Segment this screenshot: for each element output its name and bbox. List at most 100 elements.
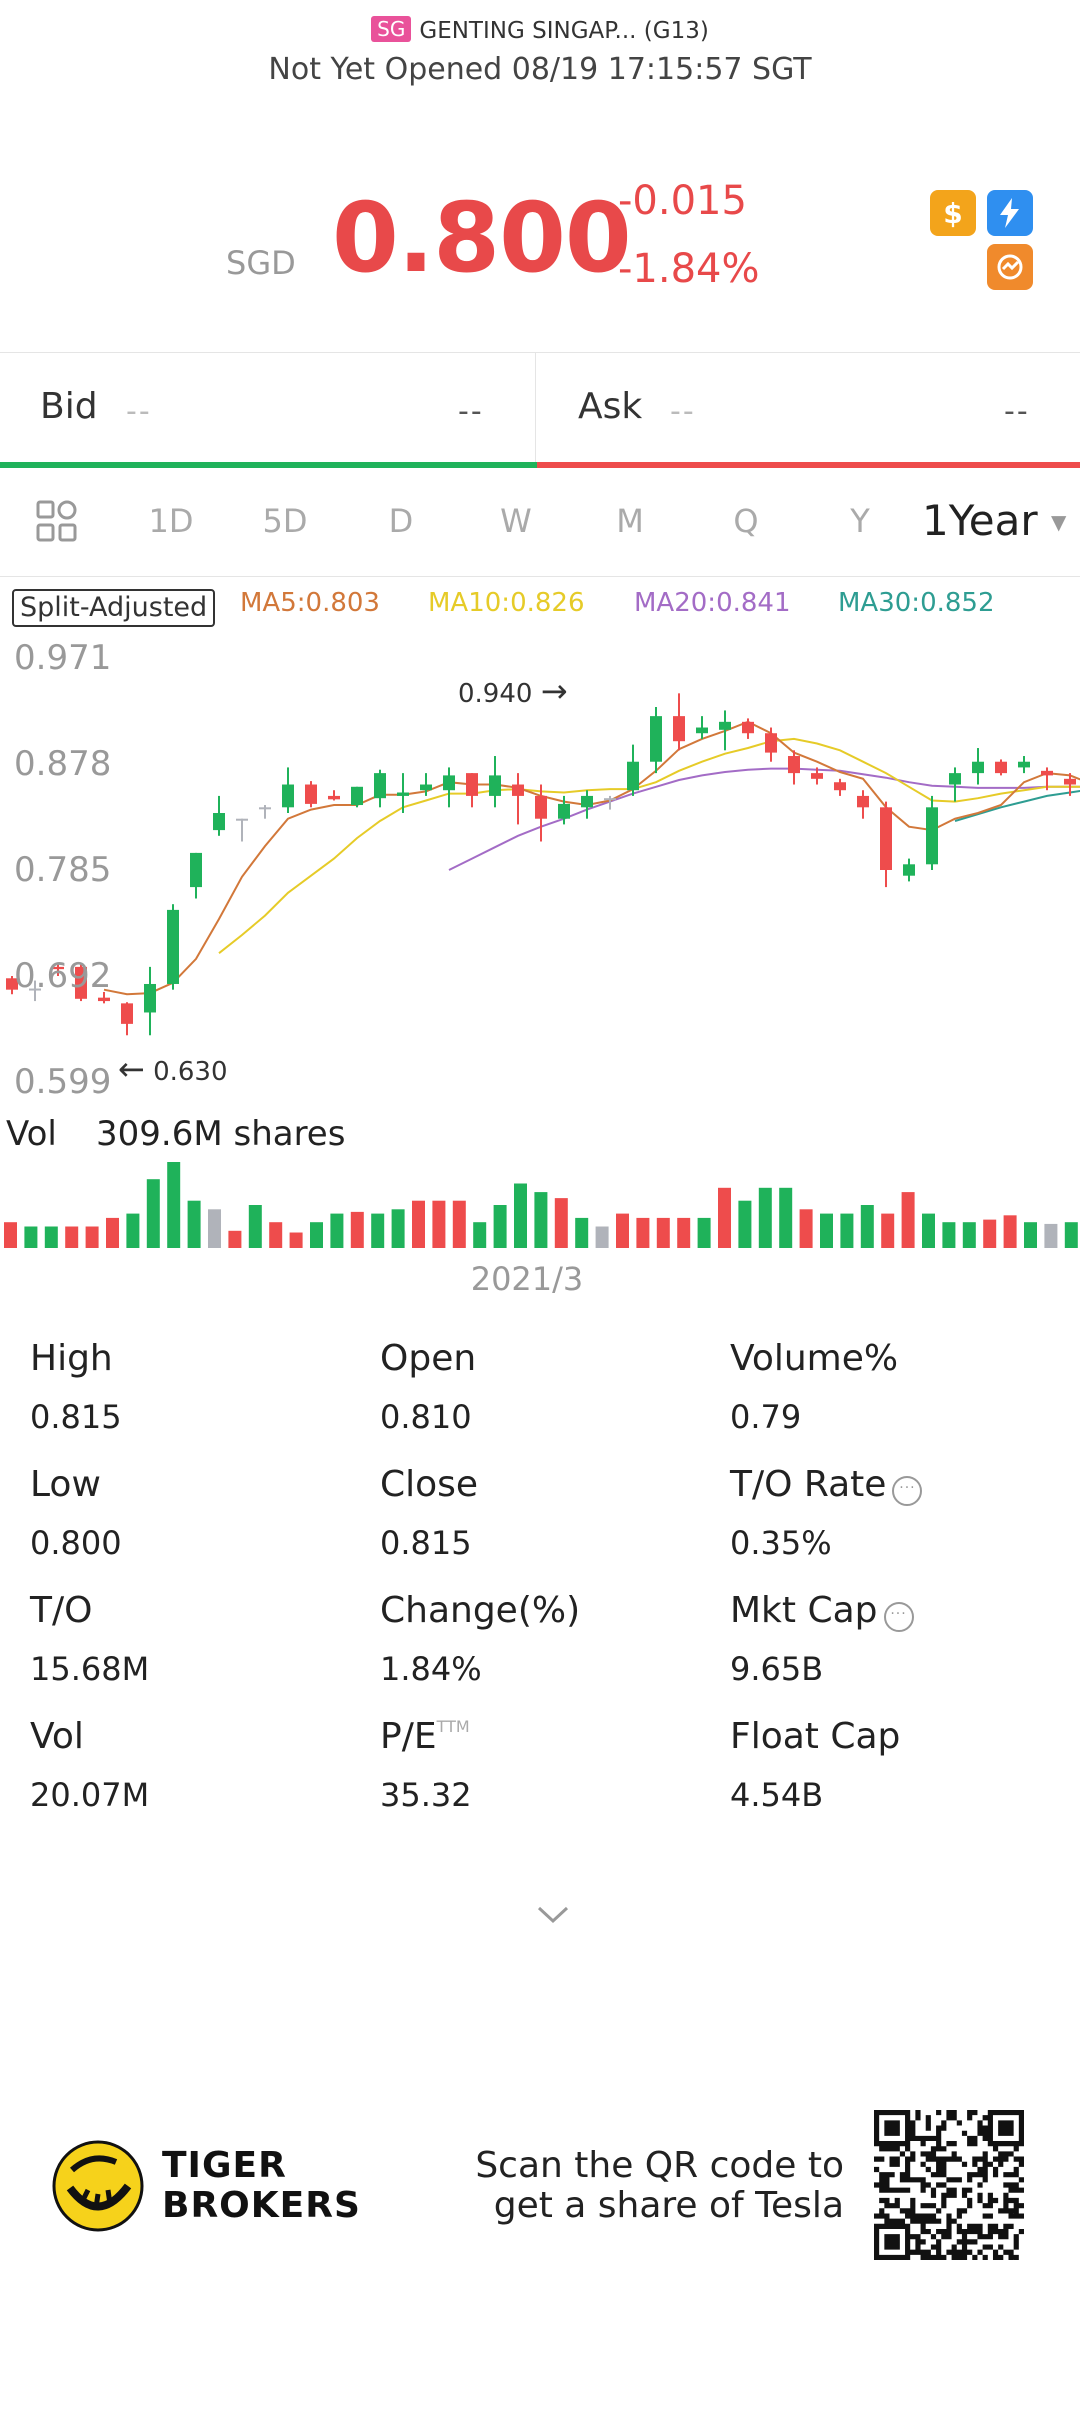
divider — [0, 576, 1080, 577]
stat-label-vol: Vol — [30, 1716, 84, 1757]
stat-value-turnover: 15.68M — [30, 1650, 150, 1688]
tab-1year[interactable]: 1Year ▼ — [922, 496, 1066, 545]
volume-bar — [24, 1226, 38, 1248]
volume-bar — [228, 1230, 242, 1248]
tab-month[interactable]: M — [616, 502, 644, 540]
candle-body — [604, 798, 616, 801]
candle-body — [52, 966, 64, 970]
divider — [0, 352, 1080, 353]
candle-body — [696, 727, 708, 734]
candle-body — [811, 773, 823, 779]
candle-body — [512, 784, 524, 796]
candle-body — [397, 792, 409, 796]
high-annotation-value: 0.940 — [458, 679, 533, 709]
lightning-icon[interactable] — [987, 190, 1033, 236]
candle-body — [788, 756, 800, 774]
candle-body — [144, 983, 156, 1013]
volume-bar — [248, 1205, 262, 1248]
candle-body — [167, 909, 179, 984]
bid-size: -- — [126, 394, 152, 429]
stat-label-close: Close — [380, 1464, 479, 1505]
price-change-percent: -1.84% — [618, 246, 760, 292]
stat-label-mkt-cap-text: Mkt Cap — [730, 1590, 878, 1631]
stat-value-to-rate: 0.35% — [730, 1524, 832, 1562]
volume-bar — [779, 1187, 793, 1248]
ma10-line — [218, 737, 1080, 954]
candle-body — [903, 864, 915, 876]
stat-value-change-pct: 1.84% — [380, 1650, 482, 1688]
brand-name: TIGER BROKERS — [162, 2146, 361, 2226]
brand-line-1: TIGER — [162, 2145, 287, 2186]
more-info-icon[interactable]: ··· — [883, 1602, 914, 1632]
tab-day[interactable]: D — [388, 502, 414, 540]
bid-panel[interactable]: Bid -- -- — [0, 352, 535, 467]
stat-value-float-cap: 4.54B — [730, 1776, 824, 1814]
stat-label-high: High — [30, 1338, 113, 1379]
volume-bar — [493, 1205, 507, 1248]
ask-size: -- — [670, 394, 696, 429]
expand-chevron-icon[interactable] — [536, 1904, 570, 1930]
ask-panel[interactable]: Ask -- -- — [536, 352, 1080, 467]
ma20-value: MA20:0.841 — [634, 588, 791, 618]
market-status: Not Yet Opened 08/19 17:15:57 SGT — [268, 52, 812, 87]
candle-body — [6, 978, 18, 990]
volume-bar — [983, 1219, 997, 1248]
candle-body — [949, 773, 961, 785]
stat-label-pe-text: P/E — [380, 1716, 437, 1757]
volume-bar — [269, 1222, 283, 1248]
candle-body — [420, 784, 432, 791]
qr-code-icon[interactable] — [874, 2110, 1024, 2260]
divider — [535, 352, 536, 464]
tab-quarter[interactable]: Q — [733, 502, 759, 540]
price-change: -0.015 — [618, 178, 747, 224]
bid-bar — [0, 462, 537, 468]
candle-body — [742, 721, 754, 734]
options-icon[interactable] — [987, 244, 1033, 290]
candle-body — [121, 1003, 133, 1024]
y-axis-label: 0.599 — [14, 1062, 112, 1102]
volume-bar — [595, 1226, 609, 1248]
candle-body — [972, 761, 984, 774]
volume-bar — [106, 1217, 119, 1248]
volume-total: 309.6M shares — [96, 1114, 346, 1154]
split-adjusted-button[interactable]: Split-Adjusted — [12, 589, 216, 627]
tab-5d[interactable]: 5D — [262, 502, 308, 540]
candle-body — [1041, 770, 1053, 776]
volume-bar — [126, 1213, 140, 1248]
stat-label-pe: P/ETTM — [380, 1716, 470, 1757]
chevron-down-icon: ▼ — [1051, 510, 1067, 534]
currency-label: SGD — [226, 244, 296, 282]
volume-bar — [962, 1222, 976, 1248]
ask-bar — [537, 462, 1080, 468]
candlestick-chart[interactable] — [0, 0, 1080, 1280]
qr-modules — [874, 2110, 1024, 2260]
volume-bar — [718, 1187, 731, 1248]
volume-bar — [677, 1217, 691, 1248]
volume-bar — [1024, 1222, 1037, 1248]
tab-1d[interactable]: 1D — [148, 502, 194, 540]
stat-value-volume-pct: 0.79 — [730, 1398, 802, 1436]
stat-label-to-rate-text: T/O Rate — [730, 1464, 887, 1505]
volume-bar — [514, 1183, 527, 1248]
stock-name: GENTING SINGAP... (G13) — [419, 18, 709, 44]
volume-bar — [1003, 1215, 1017, 1248]
layout-grid-icon[interactable] — [36, 500, 78, 546]
more-info-icon[interactable]: ··· — [892, 1476, 923, 1506]
dollar-icon[interactable]: $ — [930, 190, 976, 236]
stat-label-float-cap: Float Cap — [730, 1716, 901, 1757]
volume-bar — [636, 1217, 650, 1248]
tab-week[interactable]: W — [500, 502, 532, 540]
volume-bar — [656, 1217, 670, 1248]
candle-body — [98, 997, 110, 1002]
candle-body — [857, 795, 869, 808]
candle-body — [581, 795, 593, 808]
candle-body — [75, 966, 87, 999]
candle-body — [305, 784, 317, 804]
volume-bar — [85, 1226, 99, 1248]
low-annotation-value: 0.630 — [153, 1057, 228, 1087]
candle-body — [719, 721, 731, 730]
candle-body — [259, 807, 271, 810]
x-axis-label: 2021/3 — [470, 1260, 584, 1298]
volume-bar — [146, 1179, 160, 1248]
tab-year[interactable]: Y — [850, 502, 870, 540]
